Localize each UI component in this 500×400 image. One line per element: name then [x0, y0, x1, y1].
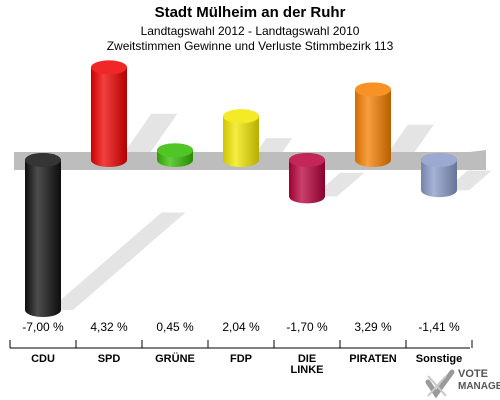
- category-label: LINKE: [291, 364, 324, 376]
- checkmark-icon: [425, 369, 455, 399]
- bar-top-sonstige: [421, 153, 457, 167]
- bar-top-die-linke: [289, 153, 325, 167]
- bar-top-grüne: [157, 143, 193, 158]
- vote-manager-logo: [425, 369, 455, 399]
- bar-top-spd: [91, 60, 127, 75]
- bar-top-cdu: [25, 153, 61, 167]
- logo-text-manager: MANAGER: [458, 381, 500, 392]
- logo-text-vote: VOTE: [458, 368, 488, 380]
- value-label: -1,70 %: [286, 320, 328, 334]
- category-label: SPD: [98, 353, 121, 365]
- value-label: -1,41 %: [418, 320, 460, 334]
- bar-top-piraten: [355, 82, 391, 97]
- value-label: 0,45 %: [156, 320, 194, 334]
- bar-shadow-piraten: [383, 124, 434, 160]
- value-label: 3,29 %: [354, 320, 392, 334]
- value-label: -7,00 %: [22, 320, 64, 334]
- bar-cdu: [25, 153, 61, 317]
- bar-shadow-cdu: [49, 212, 186, 310]
- category-label: CDU: [31, 353, 55, 365]
- category-label: Sonstige: [416, 353, 462, 365]
- chart-subtitle: Landtagswahl 2012 - Landtagswahl 2010: [140, 24, 360, 38]
- category-label: GRÜNE: [155, 352, 195, 365]
- value-label: 2,04 %: [222, 320, 260, 334]
- bar-fdp: [223, 109, 259, 167]
- bar-shadow-spd: [119, 113, 178, 160]
- chart-subtitle-2: Zweitstimmen Gewinne und Verluste Stimmb…: [106, 39, 394, 53]
- bar-top-fdp: [223, 109, 259, 124]
- chart-title: Stadt Mülheim an der Ruhr: [154, 4, 346, 21]
- value-label: 4,32 %: [90, 320, 128, 334]
- category-label: FDP: [230, 353, 252, 365]
- category-label: PIRATEN: [349, 353, 397, 365]
- bar-spd: [91, 60, 127, 167]
- cross-icon: [427, 375, 447, 397]
- bar-shadow-die-linke: [313, 172, 365, 197]
- bar-piraten: [355, 82, 391, 167]
- category-label: DIE: [298, 353, 316, 365]
